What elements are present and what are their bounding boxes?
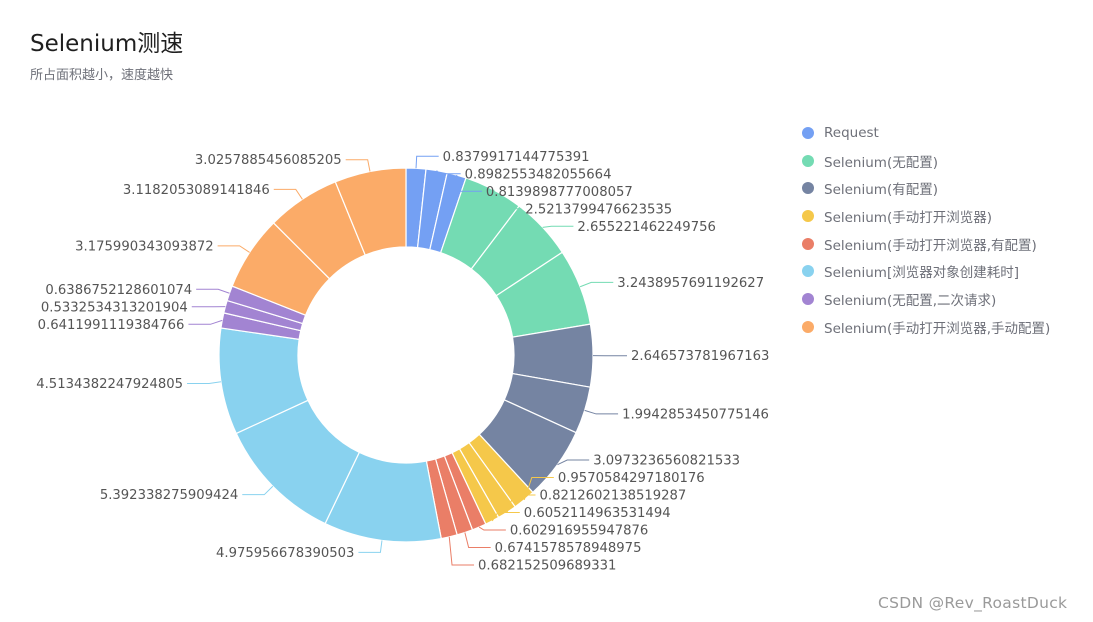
label-leader-line bbox=[188, 319, 223, 325]
label-leader-line bbox=[217, 245, 250, 253]
donut-slice[interactable] bbox=[334, 167, 407, 256]
slice-value-label: 3.1182053089141846 bbox=[123, 183, 270, 198]
slice-value-label: 4.975956678390503 bbox=[216, 546, 354, 561]
legend-item[interactable]: Selenium(无配置) bbox=[802, 147, 1050, 175]
slice-value-label: 0.6386752128601074 bbox=[45, 283, 192, 298]
label-leader-line bbox=[491, 512, 520, 522]
label-leader-line bbox=[464, 532, 491, 548]
slice-value-label: 3.0257885456085205 bbox=[195, 153, 342, 168]
label-leader-line bbox=[273, 188, 303, 200]
donut-slices bbox=[218, 167, 594, 543]
slice-value-label: 4.5134382247924805 bbox=[36, 377, 183, 392]
legend-label: Selenium(手动打开浏览器) bbox=[824, 209, 992, 226]
slice-value-label: 3.2438957691192627 bbox=[617, 276, 764, 291]
slice-value-label: 1.9942853450775146 bbox=[622, 407, 769, 422]
legend-label: Selenium[浏览器对象创建耗时] bbox=[824, 265, 1019, 282]
label-leader-line bbox=[542, 225, 574, 228]
legend-marker-icon bbox=[802, 237, 814, 250]
label-leader-line bbox=[478, 526, 506, 531]
chart-subtitle: 所占面积越小，速度越快 bbox=[30, 68, 174, 83]
slice-labels: 0.8379917144775391 0.8982553482055664 0.81… bbox=[36, 150, 769, 574]
chart-title: Selenium测速 bbox=[30, 31, 184, 57]
slice-value-label: 2.5213799476623535 bbox=[525, 202, 672, 217]
slice-value-label: 0.8379917144775391 bbox=[443, 150, 590, 165]
slice-value-label: 2.646573781967163 bbox=[631, 349, 769, 364]
label-leader-line bbox=[493, 189, 522, 210]
label-leader-line bbox=[448, 536, 475, 566]
legend-marker-icon bbox=[802, 182, 814, 195]
legend-marker-icon bbox=[802, 265, 814, 278]
legend-marker-icon bbox=[802, 154, 814, 167]
legend-label: Selenium(无配置) bbox=[824, 154, 938, 171]
label-leader-line bbox=[523, 477, 554, 501]
watermark-text: CSDN @Rev_RoastDuck bbox=[878, 594, 1068, 612]
legend-label: Selenium(无配置,二次请求) bbox=[824, 292, 997, 309]
legend-marker-icon bbox=[802, 209, 814, 222]
slice-value-label: 0.8212602138519287 bbox=[540, 489, 687, 504]
slice-value-label: 0.6411991119384766 bbox=[38, 318, 185, 333]
slice-value-label: 3.175990343093872 bbox=[75, 239, 213, 254]
slice-value-label: 0.8982553482055664 bbox=[465, 167, 612, 182]
slice-value-label: 3.0973236560821533 bbox=[593, 454, 740, 469]
slice-value-label: 0.5332534313201904 bbox=[41, 300, 188, 315]
legend-item[interactable]: Selenium(手动打开浏览器,有配置) bbox=[802, 230, 1050, 258]
label-leader-line bbox=[358, 540, 383, 553]
label-leader-line bbox=[436, 170, 461, 175]
legend-item[interactable]: Selenium[浏览器对象创建耗时] bbox=[802, 257, 1050, 285]
legend-label: Selenium(手动打开浏览器,有配置) bbox=[824, 237, 1037, 254]
legend-item[interactable]: Selenium(有配置) bbox=[802, 174, 1050, 202]
label-leader-line bbox=[557, 459, 590, 466]
legend-label: Selenium(有配置) bbox=[824, 182, 938, 199]
label-leader-line bbox=[506, 494, 536, 513]
slice-value-label: 0.9570584297180176 bbox=[558, 471, 705, 486]
legend-item[interactable]: Selenium(手动打开浏览器,手动配置) bbox=[802, 313, 1050, 341]
label-leader-line bbox=[584, 409, 619, 415]
label-leader-line bbox=[242, 485, 274, 496]
slice-value-label: 2.655221462249756 bbox=[577, 220, 715, 235]
slice-value-label: 0.6741578578948975 bbox=[495, 541, 642, 556]
label-lines bbox=[187, 155, 627, 566]
chart-legend: Request Selenium(无配置) Selenium(有配置) Sele… bbox=[802, 119, 1050, 341]
slice-value-label: 0.602916955947876 bbox=[510, 524, 648, 539]
label-leader-line bbox=[196, 288, 230, 294]
legend-marker-icon bbox=[802, 292, 814, 305]
legend-item[interactable]: Selenium(无配置,二次请求) bbox=[802, 285, 1050, 313]
legend-label: Selenium(手动打开浏览器,手动配置) bbox=[824, 320, 1051, 337]
slice-value-label: 0.8139898777008057 bbox=[486, 185, 633, 200]
legend-item[interactable]: Selenium(手动打开浏览器) bbox=[802, 202, 1050, 230]
legend-item[interactable]: Request bbox=[802, 119, 1050, 147]
legend-marker-icon bbox=[802, 126, 814, 139]
label-leader-line bbox=[187, 381, 222, 385]
label-leader-line bbox=[579, 281, 614, 288]
slice-value-label: 5.392338275909424 bbox=[100, 488, 238, 503]
label-leader-line bbox=[456, 174, 482, 192]
slice-value-label: 0.682152509689331 bbox=[478, 559, 616, 574]
label-leader-line bbox=[415, 155, 439, 169]
slice-value-label: 0.6052114963531494 bbox=[524, 506, 671, 521]
legend-label: Request bbox=[824, 124, 879, 141]
legend-marker-icon bbox=[802, 320, 814, 333]
label-leader-line bbox=[345, 159, 371, 172]
